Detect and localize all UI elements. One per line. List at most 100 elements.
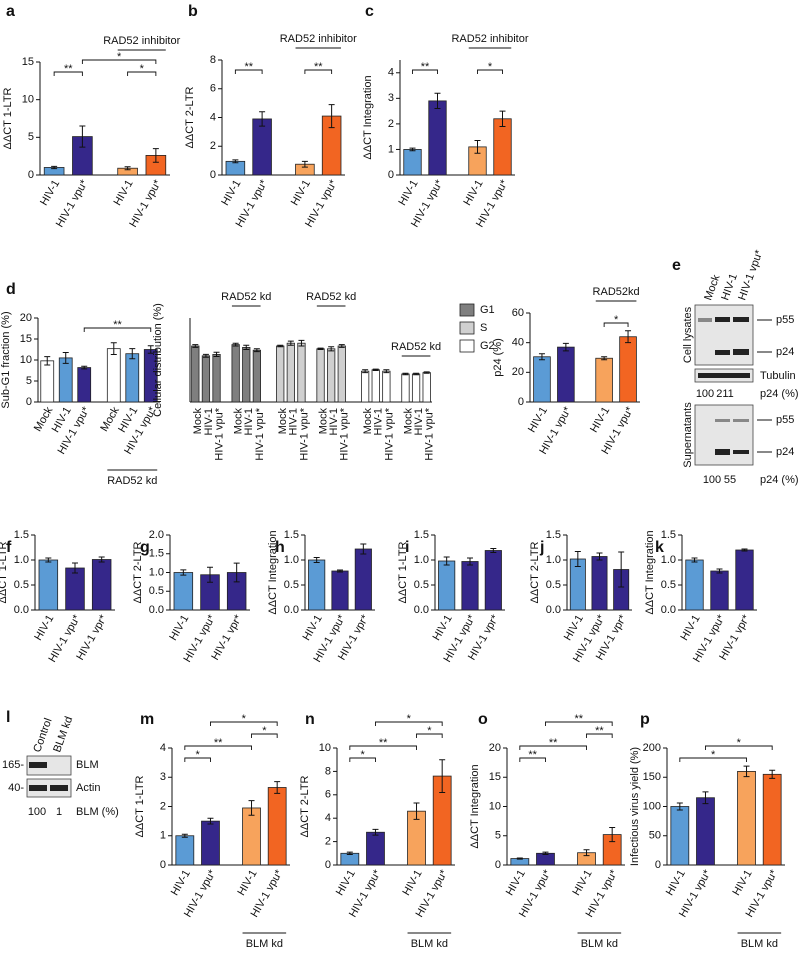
sig-label: * <box>488 61 493 73</box>
panel-letter: f <box>6 539 12 556</box>
y-tick-label: 5 <box>26 375 32 387</box>
error-bar <box>716 568 723 574</box>
y-axis-label: ΔΔCT 2-LTR <box>299 775 311 837</box>
bar <box>201 355 211 403</box>
band-label: BLM <box>76 759 99 771</box>
x-tick-label: HIV-1 vpu* <box>424 407 436 460</box>
y-tick-label: 10 <box>22 94 34 106</box>
sig-bracket <box>679 757 747 762</box>
error-bar <box>317 347 324 350</box>
band <box>29 785 47 791</box>
band <box>715 419 730 422</box>
quant: 100 <box>28 806 46 818</box>
band <box>698 373 750 378</box>
x-tick-label: HIV-1 <box>678 613 702 643</box>
bar <box>696 797 715 866</box>
sig-label: ** <box>113 319 122 331</box>
error-bar <box>467 557 473 566</box>
legend-label: G2 <box>480 340 495 352</box>
legend-label: G1 <box>480 304 495 316</box>
sig-bracket <box>349 745 417 750</box>
bar <box>411 373 421 403</box>
y-tick-label: 2 <box>160 800 166 812</box>
error-bar <box>233 562 240 583</box>
error-bar <box>625 330 632 344</box>
y-tick-label: 0 <box>325 859 331 871</box>
bar <box>38 559 59 611</box>
error-bar <box>232 159 239 164</box>
bar <box>685 559 704 611</box>
sig-label: * <box>140 63 145 75</box>
error-bar <box>147 345 154 354</box>
y-tick-label: 8 <box>210 54 216 66</box>
panel-letter: p <box>640 711 650 728</box>
quant: 211 <box>716 388 734 400</box>
sig-label: ** <box>214 737 223 749</box>
x-tick-label: Mock <box>192 408 204 435</box>
error-bar <box>413 372 420 376</box>
error-bar <box>248 800 255 816</box>
bar <box>327 348 336 403</box>
blot-title: Supernatants <box>682 402 694 468</box>
error-bar <box>243 344 250 350</box>
x-tick-label: HIV-1 <box>504 868 528 898</box>
error-bar <box>383 369 390 374</box>
bar <box>173 572 194 611</box>
y-tick-label: 100 <box>643 800 661 812</box>
error-bar <box>213 351 220 357</box>
error-bar <box>253 348 260 353</box>
sig-bracket <box>304 69 333 74</box>
x-tick-label: HIV-1 vpu* <box>298 407 310 460</box>
bar <box>242 807 261 866</box>
error-bar <box>601 356 608 361</box>
error-bar <box>516 857 523 860</box>
error-bar <box>443 556 450 566</box>
bar <box>493 118 512 176</box>
y-tick-label: 15 <box>489 771 501 783</box>
error-bar <box>490 548 497 553</box>
lane-label: BLM kd <box>51 715 75 754</box>
band <box>733 349 749 355</box>
group-label: RAD52 kd <box>107 475 157 487</box>
legend-swatch <box>459 339 475 353</box>
error-bar <box>207 566 213 583</box>
quant-label: p24 (%) <box>760 474 799 486</box>
legend-label: S <box>480 322 487 334</box>
panel-letter: m <box>140 711 154 728</box>
sig-label: * <box>262 725 267 737</box>
x-tick-label: Mock <box>233 408 245 435</box>
bar <box>286 342 295 403</box>
band <box>733 419 749 422</box>
y-tick-label: 1.0 <box>546 554 561 566</box>
sig-bracket <box>545 721 613 726</box>
y-tick-label: 2.0 <box>149 529 164 541</box>
band-label: Tubulin <box>760 370 796 382</box>
error-bar <box>207 817 214 825</box>
sig-label: * <box>361 749 366 761</box>
bar <box>670 806 690 866</box>
marker: 40- <box>8 782 24 794</box>
error-bar <box>743 765 750 778</box>
sig-bracket <box>412 69 438 74</box>
y-tick-label: 40 <box>512 337 524 349</box>
y-axis-label: Sub-G1 fraction (%) <box>0 311 12 408</box>
blot-membrane <box>694 304 754 366</box>
error-bar <box>346 851 353 855</box>
error-bar <box>301 160 308 168</box>
bar <box>595 357 613 403</box>
x-tick-label: HIV-1 <box>664 868 688 898</box>
bar <box>191 345 200 403</box>
band <box>29 762 47 768</box>
quant: 55 <box>724 474 736 486</box>
panel-letter: j <box>539 539 544 556</box>
error-bar <box>81 365 88 370</box>
sig-label: * <box>242 713 247 725</box>
x-tick-label: HIV-1 <box>112 178 136 208</box>
sig-bracket <box>127 71 157 76</box>
y-tick-label: 1 <box>388 143 394 155</box>
error-bar <box>337 569 343 573</box>
error-bar <box>274 781 281 794</box>
band <box>698 318 712 322</box>
x-tick-label: HIV-1 <box>203 408 215 436</box>
